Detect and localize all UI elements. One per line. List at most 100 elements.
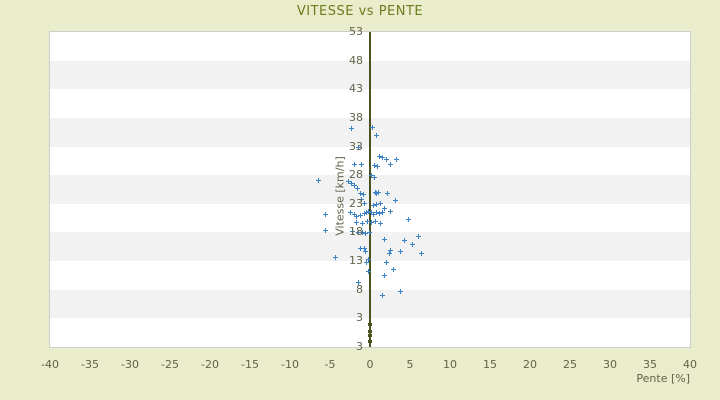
scatter-point (323, 227, 329, 233)
scatter-point (374, 201, 380, 207)
x-tick-label: -40 (41, 358, 59, 371)
x-tick-label: 15 (483, 358, 497, 371)
scatter-point (366, 208, 372, 214)
scatter-point (375, 164, 381, 170)
scatter-point (377, 220, 383, 226)
scatter-point (356, 145, 361, 151)
scatter-point (346, 178, 352, 184)
scatter-point (382, 206, 388, 212)
y-axis-line (369, 32, 371, 347)
scatter-point (355, 186, 361, 192)
scatter-point (352, 162, 357, 168)
dark-square-point (368, 329, 372, 333)
scatter-point (360, 192, 366, 198)
y-tick-label: 38 (349, 110, 363, 124)
scatter-point (406, 217, 412, 223)
y-tick-label: 48 (349, 53, 363, 67)
scatter-point (410, 241, 416, 247)
plot-area (49, 31, 691, 348)
scatter-point (361, 210, 367, 216)
x-tick-label: 25 (563, 358, 577, 371)
scatter-point (350, 228, 356, 234)
dark-square-point (368, 339, 372, 343)
scatter-point (359, 197, 365, 203)
x-tick-label: -10 (281, 358, 299, 371)
scatter-point (368, 172, 374, 178)
scatter-point (392, 198, 398, 204)
scatter-point (377, 201, 383, 207)
scatter-point (372, 219, 378, 224)
x-tick-label: 10 (443, 358, 457, 371)
y-tick-label: 23 (349, 196, 363, 210)
scatter-point (358, 190, 364, 196)
scatter-point (323, 212, 329, 218)
scatter-point (362, 201, 368, 207)
scatter-point (419, 250, 425, 256)
scatter-point (368, 219, 374, 225)
scatter-point (388, 247, 393, 253)
y-tick-label: 13 (349, 254, 363, 268)
x-tick-label: 30 (603, 358, 617, 371)
scatter-point (371, 202, 377, 208)
scatter-point (363, 231, 369, 237)
y-tick-label: 3 (356, 340, 363, 353)
scatter-point (416, 234, 421, 240)
y-tick-label: 3 (356, 311, 363, 325)
scatter-point (374, 133, 380, 139)
scatter-point (376, 190, 381, 196)
chart-title: VITESSE vs PENTE (296, 4, 424, 19)
scatter-point (380, 293, 385, 299)
scatter-point (376, 153, 382, 159)
scatter-point (357, 245, 363, 251)
scatter-point (401, 238, 407, 244)
scatter-point (352, 212, 357, 218)
scatter-point (316, 177, 321, 183)
scatter-point (362, 246, 368, 252)
y-tick-label: 43 (349, 82, 363, 96)
scatter-point (384, 190, 390, 196)
scatter-point (348, 125, 354, 131)
scatter-point (354, 214, 360, 220)
x-tick-label: -30 (121, 358, 139, 371)
scatter-point (391, 267, 397, 273)
scatter-point (367, 229, 373, 235)
scatter-point (376, 210, 382, 216)
x-tick-label: 40 (683, 358, 697, 371)
y-tick-label: 33 (349, 139, 363, 153)
scatter-point (384, 156, 389, 162)
y-tick-label: 8 (356, 282, 363, 296)
scatter-point (364, 219, 370, 224)
scatter-point (397, 288, 403, 294)
y-axis-title: Vitesse [km/h] (333, 156, 347, 236)
x-tick-label: 5 (406, 358, 414, 371)
dark-square-point (368, 322, 372, 326)
scatter-point (381, 236, 387, 242)
scatter-point (348, 210, 353, 216)
y-tick-label: 18 (349, 225, 363, 239)
x-tick-label: -20 (201, 358, 219, 371)
scatter-point (369, 124, 375, 130)
scatter-point (380, 154, 385, 160)
y-tick-label: 53 (349, 25, 363, 38)
scatter-point (368, 210, 374, 216)
scatter-point (364, 259, 369, 265)
scatter-point (397, 248, 403, 254)
scatter-point (374, 210, 380, 216)
scatter-point (360, 220, 365, 226)
scatter-point (348, 180, 354, 186)
scatter-point (332, 254, 338, 260)
scatter-point (354, 219, 360, 225)
scatter-point (374, 190, 380, 196)
x-axis-title: Pente [%] (636, 372, 690, 385)
scatter-point (372, 189, 378, 195)
scatter-point (358, 213, 364, 219)
scatter-point (388, 208, 393, 214)
scatter-point (388, 162, 393, 168)
y-tick-label: 28 (349, 168, 363, 182)
scatter-point (360, 229, 365, 235)
scatter-point (364, 209, 369, 215)
scatter-point (356, 229, 361, 235)
scatter-point (384, 260, 389, 266)
scatter-point (387, 251, 393, 257)
